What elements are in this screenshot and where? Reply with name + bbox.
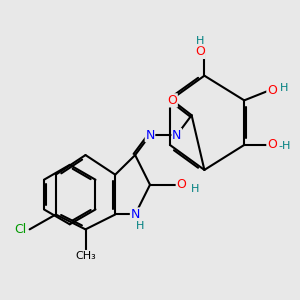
Text: Cl: Cl — [15, 223, 27, 236]
Text: O: O — [267, 138, 277, 152]
Text: O: O — [267, 84, 277, 97]
Text: H: H — [190, 184, 199, 194]
Text: H: H — [196, 36, 204, 46]
Text: O: O — [167, 94, 177, 107]
Text: O: O — [176, 178, 186, 191]
Text: H: H — [135, 221, 144, 231]
Text: N: N — [145, 129, 155, 142]
Text: O: O — [195, 45, 205, 58]
Text: N: N — [130, 208, 140, 221]
Text: H: H — [280, 82, 288, 93]
Text: N: N — [172, 129, 182, 142]
Text: CH₃: CH₃ — [75, 250, 96, 260]
Text: -H: -H — [278, 141, 290, 152]
